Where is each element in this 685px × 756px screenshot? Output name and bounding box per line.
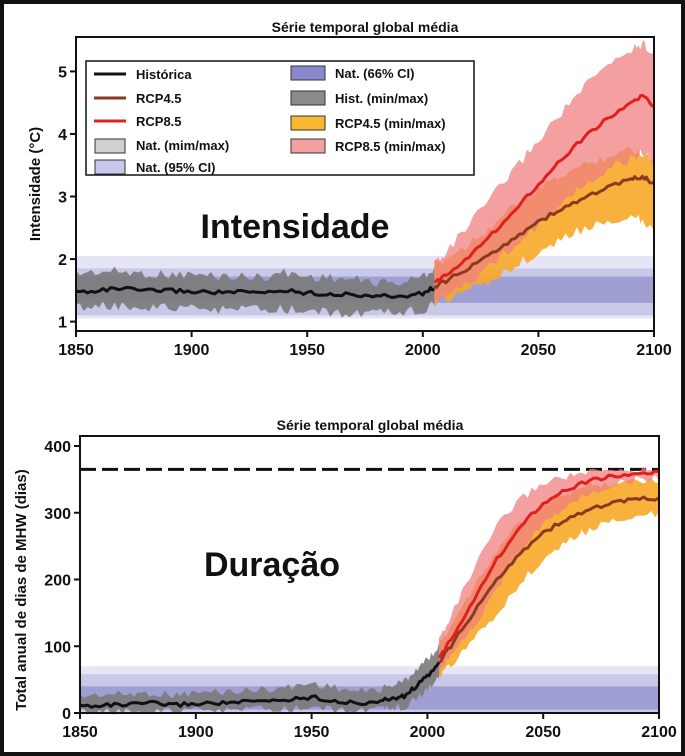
duration-annotation: Duração (204, 546, 340, 584)
y-tick-label: 2 (58, 252, 67, 269)
series-line-rcp45 (438, 495, 660, 664)
x-tick-label: 2100 (636, 342, 672, 359)
intensity-annotation: Intensidade (201, 208, 390, 246)
x-tick-label: 1900 (174, 342, 210, 359)
x-tick-label: 2000 (410, 724, 446, 741)
duration-y-axis: 0 100 200 300 400 (44, 439, 80, 723)
x-tick-label: 1850 (62, 724, 98, 741)
duration-chart-title: Série temporal global média (277, 417, 464, 433)
series-line-histrica (79, 661, 441, 709)
series-range-rcp85 (434, 40, 654, 308)
duration-plot-border (79, 435, 660, 714)
legend-rcp85-minmax-swatch (290, 138, 326, 154)
y-tick-label: 100 (44, 639, 71, 656)
x-tick-label: 1850 (58, 342, 94, 359)
legend-nat-ci66-label: Nat. (66% CI) (335, 66, 414, 81)
legend-rcp45-minmax-swatch (290, 115, 326, 131)
y-tick-label: 200 (44, 573, 71, 590)
y-tick-label: 1 (58, 315, 67, 332)
intensity-legend: Histórica RCP4.5 RCP8.5 Nat. (mim/max) N… (85, 60, 475, 176)
intensity-y-axis: 1 2 3 4 5 (58, 64, 76, 332)
series-line-rcp45 (433, 174, 655, 289)
legend-historica-label: Histórica (136, 67, 192, 82)
intensity-x-axis: 1850 1900 1950 2000 2050 2100 (58, 331, 672, 359)
legend-nat-ci95-label: Nat. (95% CI) (136, 160, 215, 175)
x-tick-label: 2050 (521, 342, 557, 359)
legend-rcp85-minmax-label: RCP8.5 (min/max) (335, 139, 446, 154)
intensity-plot-border (75, 36, 655, 332)
intensity-series-lines (75, 93, 655, 299)
legend-nat-minmax-swatch (94, 138, 126, 154)
y-tick-label: 4 (58, 127, 67, 144)
x-tick-label: 2100 (641, 724, 677, 741)
x-tick-label: 2000 (405, 342, 441, 359)
x-tick-label: 1950 (289, 342, 325, 359)
intensity-y-axis-label: Intensidade (°C) (27, 127, 44, 241)
legend-nat-ci95-swatch (94, 159, 126, 175)
series-line-histrica (75, 285, 435, 299)
duration-series-lines (79, 469, 660, 709)
y-tick-label: 300 (44, 506, 71, 523)
legend-rcp85-label: RCP8.5 (136, 114, 182, 129)
legend-hist-minmax-label: Hist. (min/max) (335, 91, 428, 106)
legend-nat-ci66-swatch (290, 65, 326, 81)
series-line-rcp85 (437, 469, 660, 659)
legend-rcp45-label: RCP4.5 (136, 91, 182, 106)
duration-y-axis-label: Total anual de dias de MHW (dias) (13, 469, 30, 710)
x-tick-label: 1900 (178, 724, 214, 741)
x-tick-label: 1950 (294, 724, 330, 741)
x-tick-label: 2050 (525, 724, 561, 741)
intensity-panel: Série temporal global média Intensidade … (27, 19, 672, 359)
y-tick-label: 400 (44, 439, 71, 456)
legend-box (85, 60, 475, 176)
series-range-rcp45 (434, 146, 654, 308)
duration-panel: Série temporal global média Duração Tota… (13, 417, 677, 741)
series-line-rcp85 (433, 93, 655, 284)
series-range-histrica (80, 642, 439, 715)
series-range-rcp85 (439, 466, 659, 677)
y-tick-label: 5 (58, 64, 67, 81)
legend-nat-minmax-label: Nat. (mim/max) (136, 138, 229, 153)
y-tick-label: 0 (62, 706, 71, 723)
y-tick-label: 3 (58, 190, 67, 207)
legend-hist-minmax-swatch (290, 90, 326, 106)
duration-x-axis: 1850 1900 1950 2000 2050 2100 (62, 713, 677, 741)
intensity-chart-title: Série temporal global média (272, 19, 459, 35)
legend-rcp45-minmax-label: RCP4.5 (min/max) (335, 116, 446, 131)
